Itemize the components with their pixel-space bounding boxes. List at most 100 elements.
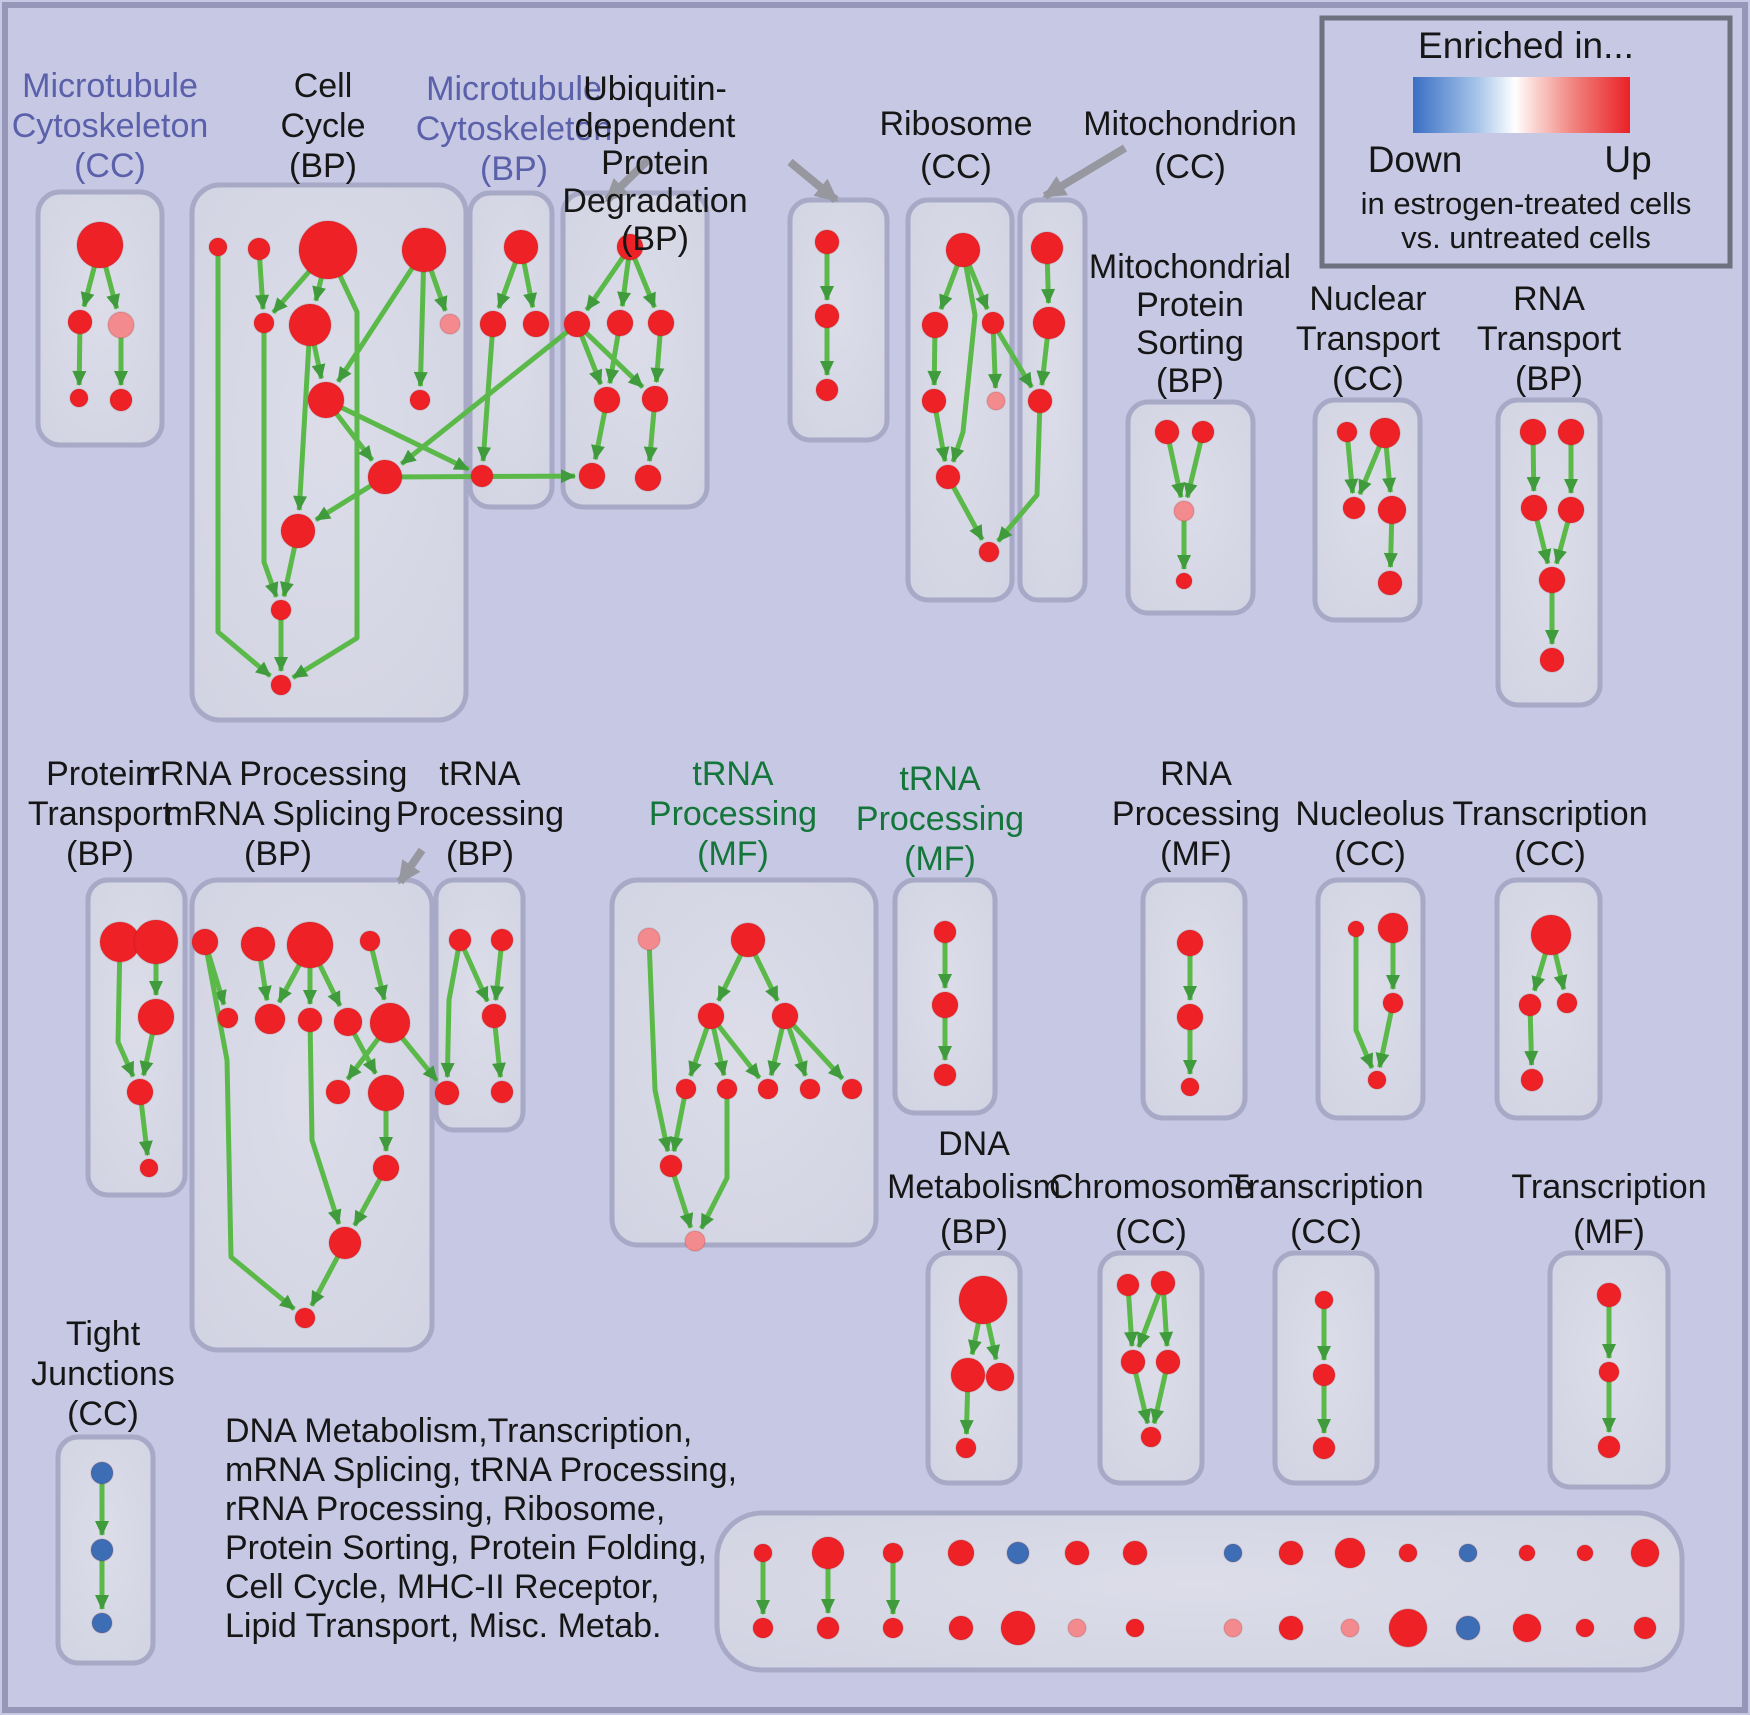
shared-terms-note-line0: DNA Metabolism,Transcription, xyxy=(225,1412,692,1450)
go-term-node-ribosome-cc-4 xyxy=(986,391,1006,411)
cross-edge-4 xyxy=(996,400,1043,543)
go-term-node-trna-processing-bp-1 xyxy=(490,928,514,952)
cluster-label-trna-processing-bp-line1: Processing xyxy=(396,795,564,833)
go-term-node-trna-processing-mf-a-1 xyxy=(730,922,766,958)
cluster-box-microtubule-cytoskeleton-cc xyxy=(35,189,165,448)
cluster-label-ribosome-cc-line0: Ribosome xyxy=(879,105,1032,143)
legend-gradient-bar xyxy=(1413,77,1630,133)
go-term-node-rrna-processing-mrna-splicing-bp-2 xyxy=(286,921,334,969)
go-term-node-trna-processing-mf-a-9 xyxy=(659,1154,683,1178)
edge-trna-processing-bp-1 xyxy=(457,938,490,1003)
go-term-node-rna-transport-bp-5 xyxy=(1539,647,1565,673)
shared-terms-note-line4: Cell Cycle, MHC-II Receptor, xyxy=(225,1568,660,1606)
go-term-node-shared-misc-terms-20 xyxy=(1067,1618,1087,1638)
go-term-node-shared-misc-terms-18 xyxy=(948,1615,974,1641)
go-term-node-rna-processing-mf-1 xyxy=(1176,1003,1204,1031)
legend-subtitle-2: vs. untreated cells xyxy=(1401,220,1651,255)
edge-ubiquitin-degradation-bp-a-6 xyxy=(575,322,645,390)
cluster-label-ubiquitin-degradation-bp-a-line1: dependent xyxy=(575,107,736,145)
edge-cell-cycle-bp-0 xyxy=(215,247,272,678)
go-term-node-trna-processing-mf-a-8 xyxy=(841,1078,863,1100)
go-term-node-dna-metabolism-bp-0 xyxy=(958,1275,1008,1325)
go-term-node-shared-misc-terms-19 xyxy=(1000,1610,1036,1646)
cluster-label-microtubule-cytoskeleton-bp-line2: (BP) xyxy=(480,150,548,188)
legend-down-label: Down xyxy=(1368,139,1463,180)
go-term-node-rna-transport-bp-0 xyxy=(1519,418,1547,446)
cluster-label-trna-processing-mf-b-line1: Processing xyxy=(856,800,1024,838)
go-term-node-rrna-processing-mrna-splicing-bp-0 xyxy=(191,928,219,956)
cluster-label-rna-processing-mf-line1: Processing xyxy=(1112,795,1280,833)
go-term-node-protein-transport-bp-1 xyxy=(133,919,179,965)
edge-ribosome-cc-5 xyxy=(950,249,978,463)
go-term-node-tight-junctions-cc-1 xyxy=(90,1538,114,1562)
go-term-node-cell-cycle-bp-0 xyxy=(208,237,228,257)
cluster-box-microtubule-cytoskeleton-bp xyxy=(467,190,555,510)
cluster-label-tight-junctions-cc-line1: Junctions xyxy=(31,1355,175,1393)
go-term-node-rrna-processing-mrna-splicing-bp-7 xyxy=(333,1007,363,1037)
go-term-node-trna-processing-mf-a-2 xyxy=(697,1002,725,1030)
legend-up-label: Up xyxy=(1604,139,1651,180)
go-term-node-mitochondrial-protein-sorting-bp-0 xyxy=(1154,419,1180,445)
go-term-node-shared-misc-terms-5 xyxy=(1064,1540,1090,1566)
go-term-node-ubiquitin-degradation-bp-a-6 xyxy=(578,462,606,490)
cluster-label-trna-processing-mf-a-line0: tRNA xyxy=(692,755,774,793)
go-term-node-trna-processing-bp-0 xyxy=(448,928,472,952)
cluster-label-rrna-processing-mrna-splicing-bp-line2: (BP) xyxy=(244,835,312,873)
edge-trna-processing-mf-a-4 xyxy=(709,1014,762,1080)
edge-protein-transport-bp-0 xyxy=(115,941,136,1078)
go-term-node-shared-misc-terms-15 xyxy=(752,1617,774,1639)
go-term-node-microtubule-cytoskeleton-cc-0 xyxy=(76,221,124,269)
go-term-node-shared-misc-terms-27 xyxy=(1512,1613,1542,1643)
cluster-label-protein-transport-bp-line1: Transport xyxy=(28,795,173,833)
cluster-label-transcription-cc-bot-line1: (CC) xyxy=(1290,1213,1362,1251)
go-term-node-tight-junctions-cc-2 xyxy=(91,1612,113,1634)
cluster-label-rrna-processing-mrna-splicing-bp-line1: mRNA Splicing xyxy=(165,795,392,833)
go-term-node-shared-misc-terms-13 xyxy=(1576,1544,1594,1562)
cluster-label-cell-cycle-bp-line0: Cell xyxy=(294,67,353,105)
cluster-label-nuclear-transport-cc-line1: Transport xyxy=(1296,320,1441,358)
cluster-box-trna-processing-mf-a xyxy=(609,877,879,1248)
go-term-node-transcription-cc-mid-3 xyxy=(1520,1068,1544,1092)
cluster-label-microtubule-cytoskeleton-bp-line1: Cytoskeleton xyxy=(416,110,613,148)
go-term-node-mitochondrial-protein-sorting-bp-3 xyxy=(1175,572,1193,590)
go-term-node-nuclear-transport-cc-0 xyxy=(1336,421,1358,443)
go-term-node-shared-misc-terms-7 xyxy=(1223,1543,1243,1563)
edge-nucleolus-cc-2 xyxy=(1353,929,1375,1069)
go-term-node-microtubule-cytoskeleton-bp-2 xyxy=(522,310,550,338)
go-term-node-protein-transport-bp-3 xyxy=(126,1078,154,1106)
edge-trna-processing-bp-0 xyxy=(440,939,463,1079)
go-term-node-rna-processing-mf-0 xyxy=(1176,929,1204,957)
go-term-node-rrna-processing-mrna-splicing-bp-11 xyxy=(372,1154,400,1182)
legend-subtitle-1: in estrogen-treated cells xyxy=(1361,186,1692,221)
cluster-label-trna-processing-mf-a-line1: Processing xyxy=(649,795,817,833)
go-term-node-ubiquitin-degradation-bp-a-2 xyxy=(606,309,634,337)
go-term-node-cell-cycle-bp-11 xyxy=(270,599,292,621)
edge-nuclear-transport-cc-0 xyxy=(1344,431,1359,495)
go-term-node-rrna-processing-mrna-splicing-bp-3 xyxy=(359,930,381,952)
go-term-node-transcription-mf-2 xyxy=(1597,1435,1621,1459)
go-term-node-trna-processing-bp-4 xyxy=(490,1080,514,1104)
go-term-node-shared-misc-terms-4 xyxy=(1006,1541,1030,1565)
go-term-node-ubiquitin-degradation-bp-a-0 xyxy=(616,233,644,261)
go-term-node-dna-metabolism-bp-3 xyxy=(955,1437,977,1459)
go-term-node-shared-misc-terms-9 xyxy=(1334,1537,1366,1569)
go-term-node-rrna-processing-mrna-splicing-bp-4 xyxy=(217,1007,239,1029)
go-term-node-transcription-cc-mid-0 xyxy=(1530,914,1572,956)
go-term-node-ribosome-cc-6 xyxy=(978,541,1000,563)
go-term-node-ubiquitin-degradation-bp-a-3 xyxy=(647,309,675,337)
go-term-node-shared-misc-terms-3 xyxy=(947,1539,975,1567)
go-term-node-transcription-cc-bot-1 xyxy=(1312,1363,1336,1387)
cluster-label-nuclear-transport-cc-line0: Nuclear xyxy=(1309,280,1426,318)
cluster-label-tight-junctions-cc-line0: Tight xyxy=(66,1315,141,1353)
edge-trna-processing-mf-a-8 xyxy=(646,938,672,1153)
go-term-node-ubiquitin-degradation-bp-a-5 xyxy=(641,385,669,413)
go-term-node-cell-cycle-bp-12 xyxy=(270,674,292,696)
cluster-label-microtubule-cytoskeleton-cc-line1: Cytoskeleton xyxy=(12,107,209,145)
go-term-node-microtubule-cytoskeleton-bp-3 xyxy=(470,464,494,488)
edge-rrna-processing-mrna-splicing-bp-12 xyxy=(202,941,296,1312)
go-term-node-trna-processing-mf-b-1 xyxy=(931,991,959,1019)
go-term-node-nucleolus-cc-0 xyxy=(1347,920,1365,938)
shared-terms-note-line3: Protein Sorting, Protein Folding, xyxy=(225,1529,707,1567)
